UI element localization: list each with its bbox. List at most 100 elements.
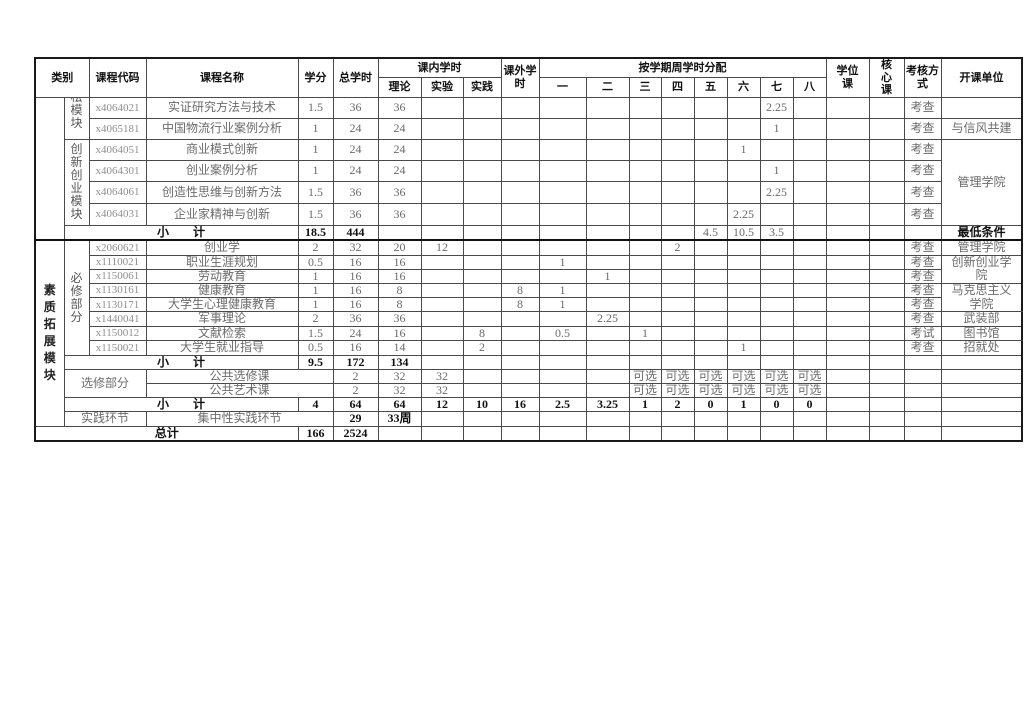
sem-cell <box>792 411 827 427</box>
total-hours-cell: 24 <box>332 325 379 342</box>
subtotal-credits: 18.5 <box>297 224 334 241</box>
sem-cell <box>660 138 695 161</box>
sem-cell <box>628 282 662 299</box>
sem-cell <box>693 254 728 270</box>
sem-cell <box>660 224 695 241</box>
degree-course-cell <box>825 239 870 256</box>
assess-cell: 考查 <box>903 96 942 119</box>
assess-cell: 考查 <box>903 254 942 270</box>
course-name-cell: 大学生就业指导 <box>145 340 299 356</box>
sem-cell: 可选 <box>792 368 827 384</box>
sem-cell <box>693 180 728 204</box>
sem-cell <box>538 180 587 204</box>
credits-cell: 1 <box>297 117 334 140</box>
assess-cell: 考查 <box>903 268 942 284</box>
grand-total-row: 总计 166 2524 <box>34 425 1023 442</box>
sem-cell <box>628 311 662 327</box>
sem-cell <box>759 411 794 427</box>
subtotal-total-hours: 444 <box>332 224 379 241</box>
experiment-cell <box>420 340 464 356</box>
sem-cell <box>792 96 827 119</box>
sem-cell: 1 <box>538 282 587 299</box>
sem-cell <box>792 239 827 256</box>
core-course-cell <box>903 368 942 384</box>
course-name-cell: 健康教育 <box>145 282 299 299</box>
core-course-cell <box>868 425 905 442</box>
credits-cell: 2 <box>297 311 334 327</box>
theory-cell: 8 <box>377 282 422 299</box>
curriculum-table: 类别 课程代码 课程名称 学分 总学时 课内学时 课外学时 按学期周学时分配 学… <box>34 57 1023 442</box>
assess-cell <box>903 224 942 241</box>
sem-cell <box>660 311 695 327</box>
practice-cell <box>462 202 502 226</box>
offering-unit-cell: 武装部 <box>940 311 1023 327</box>
sem-cell <box>792 325 827 342</box>
experiment-cell <box>420 138 464 161</box>
credits-cell: 1 <box>297 282 334 299</box>
assess-cell: 考查 <box>903 239 942 256</box>
sem-cell <box>628 117 662 140</box>
sem-cell: 1 <box>585 268 630 284</box>
core-course-cell <box>868 282 905 299</box>
offering-unit-cell: 与信风共建 <box>940 117 1023 140</box>
sem-cell <box>726 297 761 313</box>
hdr-weekly-distribution: 按学期周学时分配 <box>538 57 827 79</box>
credits-cell: 2 <box>332 382 379 399</box>
total-hours-cell: 24 <box>332 138 379 161</box>
theory-cell: 20 <box>377 239 422 256</box>
sem-cell <box>628 411 662 427</box>
sem-cell <box>726 268 761 284</box>
experiment-cell <box>420 224 464 241</box>
sem-cell: 可选 <box>660 368 695 384</box>
experiment-cell: 12 <box>420 239 464 256</box>
table-row: 创新创业模块 x4064051 商业模式创新 1 24 24 1 考查 管理学院 <box>35 138 1023 226</box>
total-hours-cell: 16 <box>332 340 379 356</box>
sem-cell: 2 <box>660 397 695 413</box>
course-name-cell: 实证研究方法与技术 <box>145 96 299 119</box>
sem-cell <box>538 117 587 140</box>
sem-cell: 可选 <box>792 382 827 399</box>
offering-unit-merged-cell: 马克思主义学院 <box>940 282 1023 313</box>
sem-cell <box>792 311 827 327</box>
credits-cell: 1.5 <box>297 202 334 226</box>
degree-course-cell <box>825 96 870 119</box>
sem-cell <box>726 117 761 140</box>
sem-cell: 2.25 <box>759 96 794 119</box>
experiment-cell <box>420 96 464 119</box>
core-course-cell <box>868 239 905 256</box>
sem-cell <box>726 254 761 270</box>
practice-cell <box>462 159 502 182</box>
sem-cell: 3.5 <box>759 224 794 241</box>
hdr-sem-7: 七 <box>759 77 794 98</box>
assess-cell: 考查 <box>903 180 942 204</box>
sem-cell: 0.5 <box>538 325 587 342</box>
sem-cell <box>759 354 794 370</box>
sem-cell: 1 <box>759 117 794 140</box>
core-course-cell <box>903 411 942 427</box>
offering-unit-cell: 管理学院 <box>940 239 1023 256</box>
total-hours-cell: 36 <box>332 311 379 327</box>
table-row: x1130161 健康教育 1 16 8 8 1 考查 马克思主义学院 <box>35 282 1023 313</box>
subtotal-label: 小 计 <box>63 354 299 370</box>
practice-cell: 2 <box>462 340 502 356</box>
sem-cell: 0 <box>693 397 728 413</box>
hdr-sem-2: 二 <box>585 77 630 98</box>
table-row: x4064301 创业案例分析 1 24 24 1 考查 <box>35 159 1022 182</box>
degree-course-cell <box>825 268 870 284</box>
sem-cell <box>693 325 728 342</box>
practice-cell <box>500 368 540 384</box>
sem-cell <box>538 268 587 284</box>
sem-cell <box>726 282 761 299</box>
extra-hours-cell <box>500 325 540 342</box>
sem-cell <box>538 354 587 370</box>
category-outer-cell <box>34 96 65 241</box>
sem-cell <box>759 138 794 161</box>
hdr-assess-method: 考核方式 <box>903 57 942 98</box>
experiment-cell <box>420 325 464 342</box>
sem-cell <box>585 117 630 140</box>
assess-cell <box>940 411 1023 427</box>
sem-cell <box>693 159 728 182</box>
sem-cell <box>792 159 827 182</box>
group-label-partial: 松模块 <box>63 96 90 140</box>
sem-cell <box>693 96 728 119</box>
